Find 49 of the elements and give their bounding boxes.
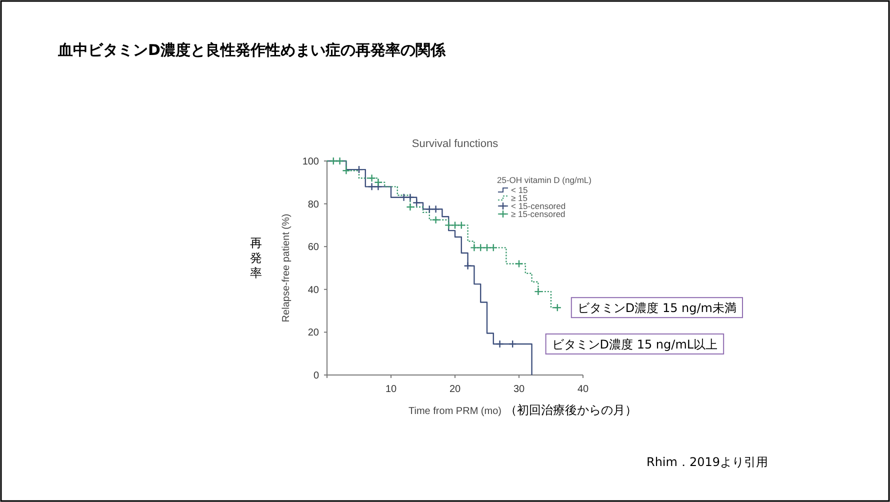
x-axis-title: Time from PRM (mo) bbox=[408, 406, 502, 417]
point bbox=[342, 166, 350, 175]
legend-title: 25-OH vitamin D (ng/mL) bbox=[497, 175, 592, 185]
legend-label: ≥ 15 bbox=[511, 193, 528, 203]
point bbox=[354, 165, 364, 174]
text: （初回治療後からの月） bbox=[505, 403, 637, 417]
x-tick-label: 20 bbox=[449, 384, 461, 395]
point bbox=[508, 340, 517, 348]
point bbox=[464, 262, 472, 270]
point bbox=[450, 221, 460, 230]
y-tick-label: 20 bbox=[308, 328, 320, 339]
point bbox=[336, 156, 344, 166]
point bbox=[534, 287, 542, 296]
annotation: ビタミンD濃度 15 ng/mL以上 bbox=[552, 337, 718, 352]
chart-title: 血中ビタミンD濃度と良性発作性めまい症の再発率の関係 bbox=[57, 41, 446, 59]
point bbox=[412, 198, 421, 207]
point bbox=[400, 193, 408, 202]
y-axis-title: Relapse-free patient (%) bbox=[281, 214, 292, 322]
point bbox=[496, 340, 504, 348]
chart-subtitle: Survival functions bbox=[412, 138, 499, 150]
x-tick-label: 10 bbox=[385, 384, 397, 395]
point bbox=[470, 244, 478, 252]
point bbox=[406, 193, 414, 202]
text: Rhim．2019より引用 bbox=[646, 455, 768, 469]
point bbox=[514, 260, 524, 268]
point bbox=[489, 244, 498, 252]
y-tick-label: 40 bbox=[308, 284, 320, 296]
y-tick-label: 80 bbox=[308, 199, 320, 210]
y-tick-label: 100 bbox=[302, 156, 320, 168]
point bbox=[432, 216, 440, 224]
point bbox=[329, 156, 338, 166]
y-tick-label: 60 bbox=[308, 242, 320, 254]
legend-label: ≥ 15-censored bbox=[511, 209, 566, 219]
annotation: ビタミンD濃度 15 ng/m未満 bbox=[577, 301, 736, 316]
text: 再発率 bbox=[250, 236, 262, 280]
point bbox=[444, 221, 453, 230]
point bbox=[368, 182, 376, 191]
point bbox=[476, 244, 485, 252]
legend-label: < 15-censored bbox=[511, 201, 566, 211]
x-tick-label: 40 bbox=[577, 384, 589, 395]
point bbox=[482, 244, 492, 252]
point bbox=[425, 205, 434, 214]
point bbox=[457, 221, 466, 230]
legend-label: < 15 bbox=[511, 185, 528, 195]
point bbox=[406, 202, 414, 212]
x-tick-label: 30 bbox=[513, 384, 525, 395]
point bbox=[553, 303, 562, 312]
y-tick-label: 0 bbox=[313, 370, 320, 382]
point bbox=[432, 205, 440, 214]
